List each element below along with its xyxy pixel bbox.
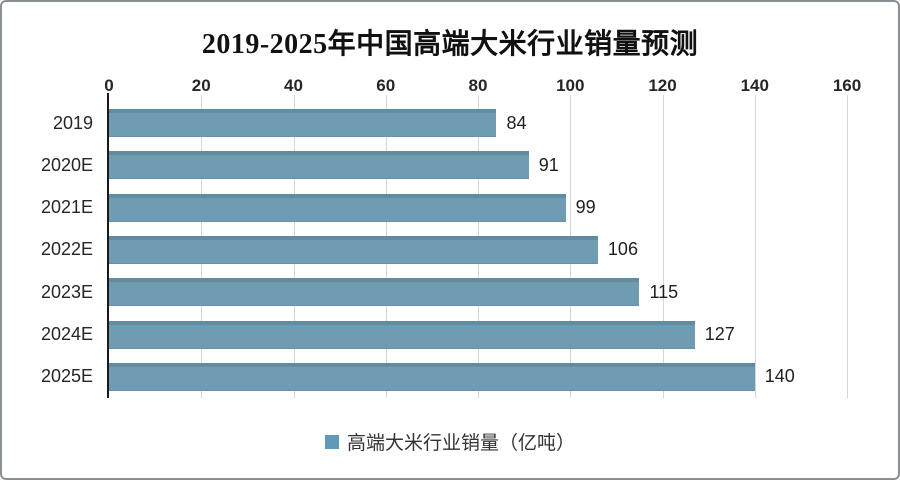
bar bbox=[109, 151, 529, 180]
y-axis-top-tick bbox=[107, 93, 109, 102]
y-axis-label: 2023E bbox=[40, 281, 93, 302]
bar-row: 2019 84 bbox=[53, 102, 847, 144]
bar bbox=[109, 193, 566, 222]
value-label: 84 bbox=[506, 112, 527, 133]
legend-swatch-icon bbox=[324, 434, 339, 449]
value-label: 99 bbox=[575, 197, 596, 218]
y-axis-label: 2021E bbox=[40, 197, 93, 218]
value-label: 106 bbox=[607, 239, 638, 260]
gridline bbox=[847, 95, 848, 398]
y-axis-label: 2022E bbox=[40, 239, 93, 260]
chart-title: 2019-2025年中国高端大米行业销量预测 bbox=[201, 29, 699, 60]
bar bbox=[109, 235, 598, 264]
y-axis-label: 2020E bbox=[40, 154, 93, 175]
legend: 高端大米行业销量（亿吨） bbox=[2, 428, 898, 455]
x-tick-label: 100 bbox=[556, 76, 585, 95]
plot-area: 2019 84 2020E 91 2021E 99 2022E 106 2023E 115 2024… bbox=[41, 93, 848, 398]
bar-row: 2025E 140 bbox=[41, 356, 847, 398]
gridline bbox=[662, 95, 664, 398]
bar-chart: 0 20 40 60 80 100 120 140 160 2019 84 2020E 91 2021E… bbox=[41, 76, 861, 398]
x-axis: 0 20 40 60 80 100 120 140 160 bbox=[104, 76, 861, 102]
x-tick-label: 160 bbox=[832, 76, 862, 95]
bar-row: 2024E 127 bbox=[41, 313, 847, 355]
x-tick-label: 80 bbox=[468, 76, 488, 95]
x-tick-label: 20 bbox=[191, 76, 211, 95]
bar bbox=[109, 320, 695, 349]
y-axis-label: 2024E bbox=[40, 324, 93, 345]
value-label: 127 bbox=[704, 324, 735, 345]
gridline bbox=[754, 95, 756, 398]
bar-rows: 2019 84 2020E 91 2021E 99 2022E 106 2023E 115 2024… bbox=[41, 102, 847, 398]
x-tick-label: 140 bbox=[740, 76, 769, 95]
bar-row: 2022E 106 bbox=[41, 229, 847, 271]
x-tick-label: 60 bbox=[376, 76, 396, 95]
y-axis-label: 2025E bbox=[40, 366, 93, 387]
bar bbox=[109, 362, 755, 391]
value-label: 115 bbox=[649, 281, 679, 302]
x-tick-label: 40 bbox=[284, 76, 303, 95]
legend-label: 高端大米行业销量（亿吨） bbox=[346, 433, 575, 454]
bar bbox=[109, 278, 640, 307]
y-axis-label: 2019 bbox=[52, 112, 93, 133]
value-label: 140 bbox=[764, 366, 795, 387]
bar-row: 2021E 99 bbox=[41, 187, 847, 229]
bar-row: 2023E 115 bbox=[41, 271, 847, 313]
bar-row: 2020E 91 bbox=[41, 144, 847, 186]
x-tick-label: 120 bbox=[648, 76, 677, 95]
value-label: 91 bbox=[538, 154, 559, 175]
x-tick-label: 0 bbox=[104, 76, 114, 95]
bar bbox=[109, 109, 497, 138]
